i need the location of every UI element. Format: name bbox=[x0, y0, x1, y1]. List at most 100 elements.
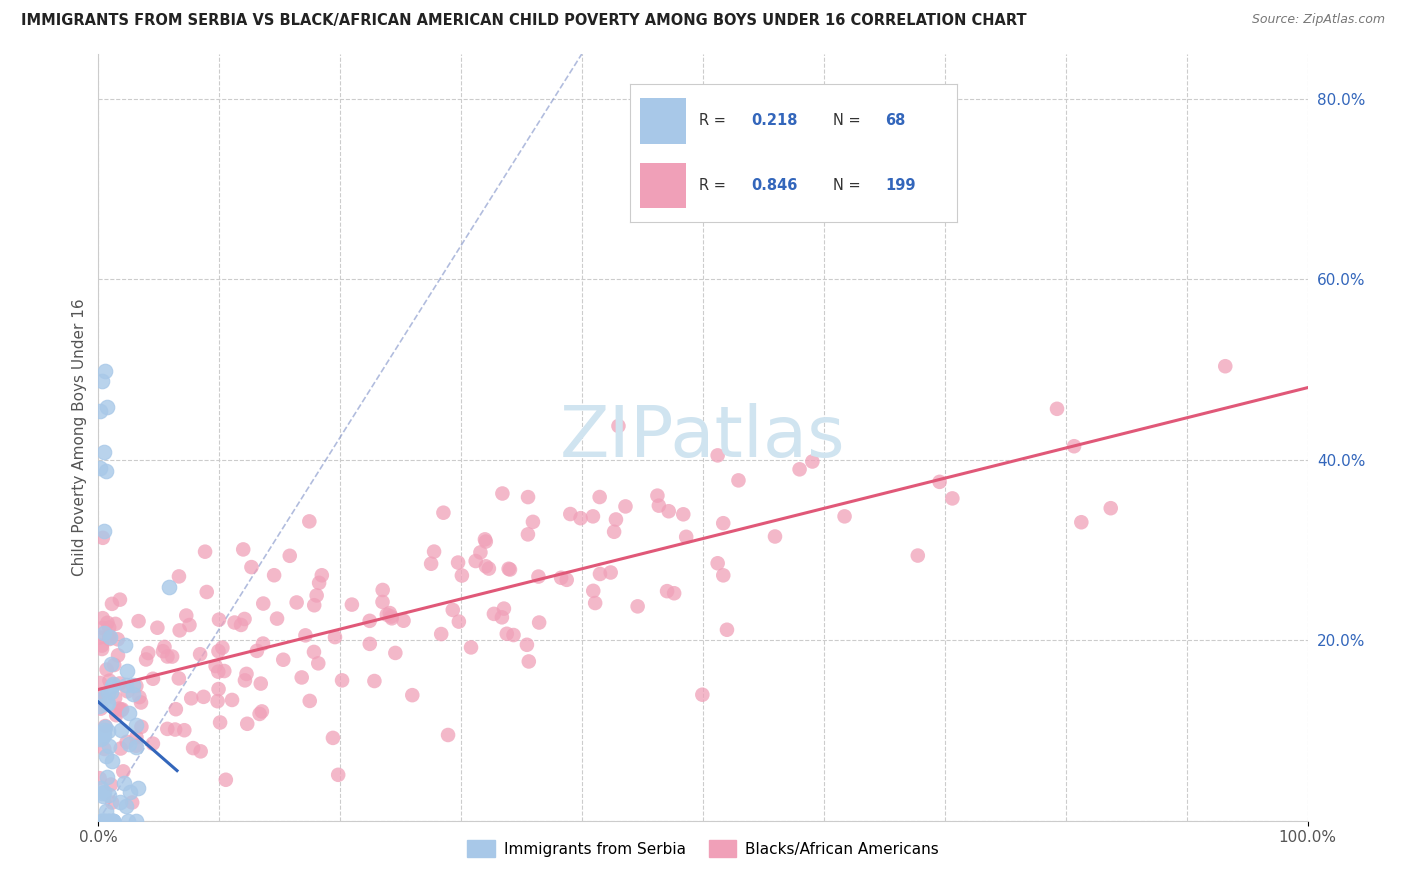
Point bbox=[108, 795, 131, 809]
Legend: Immigrants from Serbia, Blacks/African Americans: Immigrants from Serbia, Blacks/African A… bbox=[461, 834, 945, 863]
Point bbox=[246, 644, 269, 658]
Point bbox=[90, 639, 112, 653]
Point bbox=[550, 571, 572, 585]
Point bbox=[89, 771, 111, 785]
Point bbox=[194, 544, 217, 558]
Point bbox=[153, 640, 176, 654]
Point bbox=[569, 511, 592, 525]
Point bbox=[91, 786, 114, 800]
Point bbox=[91, 814, 114, 828]
Point bbox=[499, 563, 522, 577]
Point bbox=[91, 611, 114, 625]
Point bbox=[94, 749, 117, 764]
Point bbox=[359, 637, 381, 651]
Point bbox=[381, 611, 404, 625]
Point bbox=[98, 620, 121, 634]
Point bbox=[527, 615, 550, 630]
Point bbox=[142, 672, 165, 686]
Point bbox=[135, 652, 157, 666]
Point bbox=[89, 676, 111, 690]
Point bbox=[451, 568, 474, 582]
Point bbox=[834, 509, 856, 524]
Point bbox=[121, 678, 143, 692]
Point bbox=[941, 491, 963, 506]
Point bbox=[93, 742, 115, 756]
Point bbox=[233, 612, 256, 626]
Text: IMMIGRANTS FROM SERBIA VS BLACK/AFRICAN AMERICAN CHILD POVERTY AMONG BOYS UNDER : IMMIGRANTS FROM SERBIA VS BLACK/AFRICAN … bbox=[21, 13, 1026, 29]
Point bbox=[727, 474, 749, 488]
Point bbox=[423, 544, 446, 558]
Point bbox=[516, 638, 538, 652]
Point bbox=[100, 778, 122, 792]
Point bbox=[105, 708, 128, 723]
Point bbox=[131, 720, 153, 734]
Point bbox=[582, 583, 605, 598]
Point bbox=[474, 533, 496, 547]
Point bbox=[492, 601, 515, 615]
Point bbox=[93, 728, 115, 742]
Point bbox=[658, 504, 681, 518]
Point bbox=[101, 597, 124, 611]
Point bbox=[125, 730, 148, 744]
Point bbox=[464, 554, 486, 568]
Point bbox=[420, 557, 443, 571]
Point bbox=[181, 741, 204, 756]
Point bbox=[89, 460, 111, 475]
Point bbox=[114, 638, 136, 652]
Point bbox=[111, 702, 134, 716]
Point bbox=[432, 506, 454, 520]
Point bbox=[240, 560, 263, 574]
Point bbox=[328, 768, 350, 782]
Point bbox=[180, 691, 202, 706]
Point bbox=[115, 664, 138, 678]
Point bbox=[475, 559, 498, 574]
Point bbox=[101, 676, 124, 690]
Point bbox=[447, 615, 470, 629]
Point bbox=[675, 530, 697, 544]
Point bbox=[375, 607, 398, 622]
Point bbox=[96, 663, 118, 677]
Point bbox=[127, 781, 149, 796]
Point bbox=[146, 621, 169, 635]
Point bbox=[121, 687, 143, 701]
Point bbox=[249, 676, 271, 690]
Point bbox=[94, 805, 117, 819]
Point bbox=[94, 719, 117, 733]
Point bbox=[93, 444, 115, 458]
Point bbox=[107, 632, 129, 647]
Point bbox=[221, 693, 243, 707]
Point bbox=[94, 814, 117, 828]
Point bbox=[555, 573, 578, 587]
Point bbox=[128, 614, 150, 628]
Point bbox=[179, 618, 201, 632]
Point bbox=[97, 697, 120, 711]
Point bbox=[517, 490, 540, 504]
Point bbox=[211, 640, 233, 655]
Point bbox=[129, 696, 152, 710]
Point bbox=[1070, 515, 1092, 529]
Point bbox=[560, 507, 582, 521]
Point bbox=[307, 657, 329, 671]
Point bbox=[371, 582, 394, 597]
Point bbox=[108, 592, 131, 607]
Point bbox=[160, 649, 183, 664]
Point bbox=[589, 566, 612, 581]
Point bbox=[101, 796, 124, 810]
Point bbox=[252, 597, 274, 611]
Point bbox=[588, 490, 610, 504]
Point bbox=[207, 665, 229, 679]
Point bbox=[97, 686, 120, 700]
Point bbox=[96, 615, 118, 630]
Point bbox=[97, 739, 120, 753]
Point bbox=[475, 534, 498, 549]
Point bbox=[112, 776, 135, 790]
Point bbox=[928, 475, 950, 489]
Point bbox=[103, 657, 125, 672]
Point bbox=[91, 621, 114, 635]
Point bbox=[190, 744, 212, 758]
Point bbox=[91, 374, 114, 388]
Point bbox=[763, 529, 786, 543]
Point bbox=[91, 642, 114, 657]
Point bbox=[692, 688, 714, 702]
Point bbox=[101, 814, 124, 828]
